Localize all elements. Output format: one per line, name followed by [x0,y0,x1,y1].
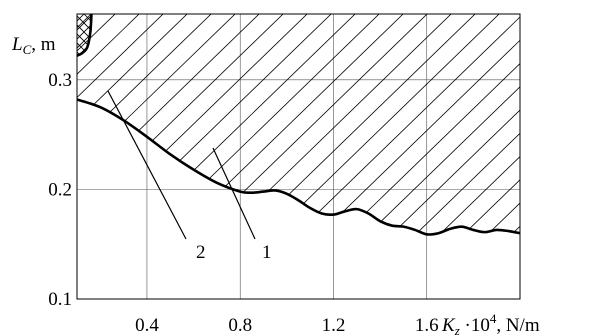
x-axis-unit: , N/m [496,315,540,336]
x-tick-label-3: 1.6 [415,315,439,336]
y-axis-unit: , m [31,34,56,55]
leader-line-2 [107,90,187,240]
y-axis-symbol: L [11,34,23,55]
x-axis-title: Kz ·104, N/m [441,311,540,336]
x-tick-label-0: 0.4 [135,315,159,336]
curve-1 [76,98,521,236]
x-axis-factor: ·10 [460,315,490,336]
callout-leaders [107,90,256,240]
x-tick-labels: 0.4 0.8 1.2 1.6 [135,315,439,336]
hatch-lines-1 [77,14,520,235]
x-axis-symbol: K [441,315,456,336]
callout-label-2: 2 [196,242,206,263]
curves [76,13,521,236]
curve-2 [76,13,93,57]
leader-line-1 [212,147,256,240]
y-tick-label-1: 0.2 [48,179,72,200]
x-tick-label-2: 1.2 [322,315,346,336]
x-tick-label-1: 0.8 [228,315,252,336]
y-axis-subscript: C [23,42,32,57]
callout-label-1: 1 [262,242,272,263]
y-axis-title: LC, m [11,34,56,57]
plot-frame [76,13,521,300]
x-axis-exponent: 4 [490,311,497,326]
x-axis-subscript: z [454,323,460,336]
y-tick-labels: 0.1 0.2 0.3 [48,70,72,310]
y-tick-label-0: 0.1 [48,289,72,310]
hatched-region-1 [77,14,520,235]
y-tick-label-2: 0.3 [48,70,72,91]
